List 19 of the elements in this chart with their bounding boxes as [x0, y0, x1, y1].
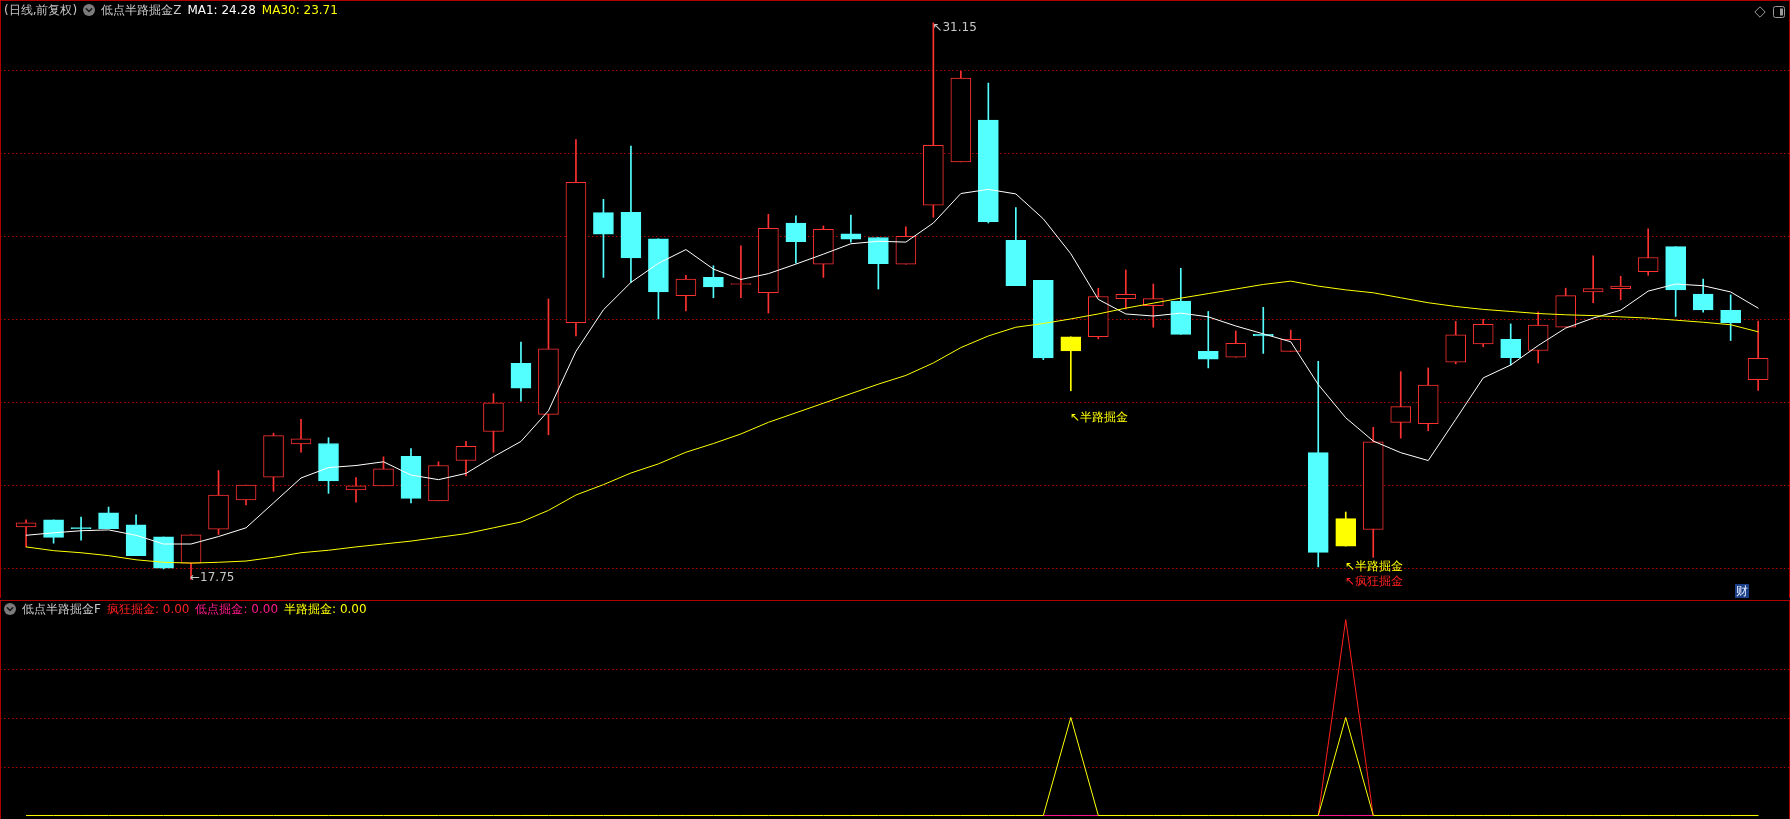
text: MA1: 24.28 — [187, 3, 256, 17]
text: MA30: 23.71 — [261, 3, 338, 17]
chart-title: (日线,前复权) — [4, 3, 78, 17]
chart-subtitle: 低点半路掘金Z — [101, 3, 182, 17]
annotation: 财 — [1735, 584, 1749, 598]
annotation: ↖半路掘金 — [1069, 409, 1128, 424]
annotation: ↖疯狂掘金 — [1344, 574, 1403, 589]
text: 疯狂掘金: 0.00 — [106, 602, 190, 616]
candlestick — [1582, 255, 1604, 304]
text: 低点掘金: 0.00 — [195, 602, 279, 616]
candlestick — [1390, 371, 1412, 439]
candlestick — [1197, 311, 1219, 369]
annotation: ↖31.15 — [932, 19, 977, 34]
candlestick — [1610, 275, 1632, 301]
candlestick — [1115, 269, 1137, 310]
annotation: ←17.75 — [190, 570, 235, 585]
text: 半路掘金: 0.00 — [284, 602, 367, 616]
annotation: ↖半路掘金 — [1344, 559, 1403, 574]
chart-title: 低点半路掘金F — [22, 602, 101, 616]
